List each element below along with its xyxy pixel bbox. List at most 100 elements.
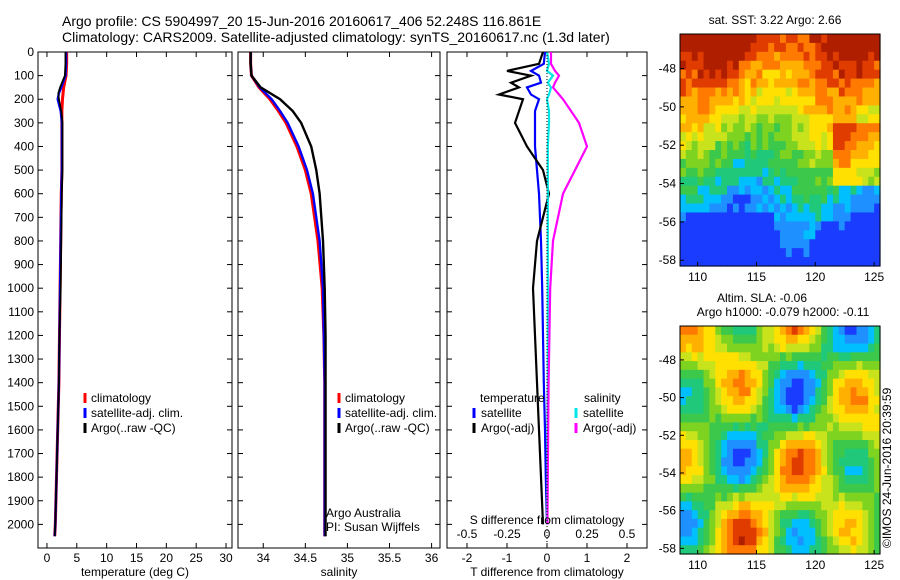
heatmap-cell (756, 387, 763, 397)
heatmap-cell (821, 440, 828, 450)
heatmap-cell (838, 78, 846, 89)
heatmap-cell (738, 387, 746, 397)
heatmap-cell (709, 212, 716, 222)
heatmap-cell (874, 96, 881, 106)
heatmap-cell (680, 176, 687, 187)
heatmap-cell (727, 51, 734, 62)
heatmap-cell (732, 230, 740, 240)
heatmap-cell (809, 518, 816, 529)
heatmap-cell (856, 492, 863, 502)
heatmap-cell (797, 123, 805, 133)
x-tick-label: 15 (130, 551, 144, 565)
heatmap-cell (750, 141, 758, 151)
heatmap-cell (727, 105, 734, 115)
heatmap-cell (685, 78, 693, 89)
heatmap-cell (832, 248, 840, 258)
heatmap-cell (832, 132, 840, 142)
heatmap-cell (691, 510, 699, 520)
heatmap-cell (850, 257, 858, 267)
sla-map-title: Altim. SLA: -0.06 (717, 291, 807, 305)
heatmap-cell (691, 87, 699, 98)
map-lon-tick-label: 110 (688, 270, 707, 284)
map-lon-tick-label: 115 (747, 558, 766, 572)
heatmap-cell (691, 404, 699, 415)
heatmap-cell (703, 483, 711, 494)
heatmap-cell (832, 230, 840, 240)
heatmap-cell (750, 194, 758, 205)
heatmap-cell (697, 34, 705, 44)
heatmap-cell (762, 34, 769, 44)
heatmap-cell (780, 396, 787, 406)
heatmap-cell (756, 334, 763, 345)
heatmap-cell (732, 466, 740, 476)
heatmap-cell (850, 221, 858, 231)
heatmap-cell (821, 475, 828, 485)
heatmap-cell (797, 239, 805, 249)
sst-heatmap-cells (680, 34, 881, 267)
heatmap-cell (856, 413, 863, 424)
heatmap-cell (738, 510, 746, 520)
heatmap-cell (868, 536, 875, 546)
heatmap-cell (868, 352, 875, 362)
heatmap-cell (703, 257, 711, 267)
heatmap-cell (809, 457, 816, 467)
heatmap-cell (856, 167, 863, 178)
heatmap-cell (827, 334, 834, 345)
heatmap-cell (709, 492, 716, 502)
heatmap-cell (709, 326, 716, 336)
heatmap-cell (721, 69, 728, 80)
heatmap-cell (856, 96, 863, 106)
s-tick-label: -0.5 (457, 527, 478, 541)
heatmap-cell (768, 492, 775, 502)
heatmap-cell (785, 203, 793, 214)
heatmap-cell (750, 361, 758, 371)
heatmap-cell (768, 396, 775, 406)
heatmap-cell (703, 51, 711, 62)
heatmap-cell (791, 404, 799, 415)
heatmap-cell (697, 239, 705, 249)
heatmap-cell (850, 34, 858, 44)
heatmap-cell (732, 185, 740, 196)
heatmap-cell (815, 203, 822, 214)
heatmap-cell (832, 69, 840, 80)
heatmap-cell (838, 545, 846, 555)
heatmap-cell (785, 545, 793, 555)
heatmap-cell (744, 431, 752, 441)
heatmap-cell (838, 448, 846, 459)
heatmap-cell (732, 483, 740, 494)
heatmap-cell (797, 440, 805, 450)
heatmap-cell (762, 326, 769, 336)
heatmap-cell (868, 158, 875, 169)
heatmap-cell (803, 167, 811, 178)
heatmap-cell (750, 105, 758, 115)
heatmap-cell (780, 34, 787, 44)
heatmap-cell (821, 141, 828, 151)
heatmap-cell (697, 221, 705, 231)
heatmap-cell (815, 352, 822, 362)
heatmap-cell (862, 60, 869, 71)
heatmap-cell (680, 396, 687, 406)
heatmap-cell (732, 141, 740, 151)
heatmap-cell (768, 123, 775, 133)
heatmap-cell (768, 221, 775, 231)
heatmap-cell (732, 440, 740, 450)
heatmap-cell (762, 185, 769, 196)
heatmap-cell (780, 501, 787, 511)
heatmap-cell (756, 483, 763, 494)
x-tick-label: 2 (624, 551, 631, 565)
heatmap-cell (815, 60, 822, 71)
heatmap-cell (856, 422, 863, 432)
heatmap-cell (827, 475, 834, 485)
heatmap-cell (685, 483, 693, 494)
heatmap-cell (803, 150, 811, 160)
heatmap-cell (703, 466, 711, 476)
heatmap-cell (785, 466, 793, 476)
heatmap-cell (874, 448, 881, 459)
heatmap-cell (856, 239, 863, 249)
heatmap-cell (774, 42, 781, 53)
heatmap-cell (838, 536, 846, 546)
heatmap-cell (727, 123, 734, 133)
heatmap-cell (827, 545, 834, 555)
heatmap-cell (785, 176, 793, 187)
heatmap-cell (815, 87, 822, 98)
